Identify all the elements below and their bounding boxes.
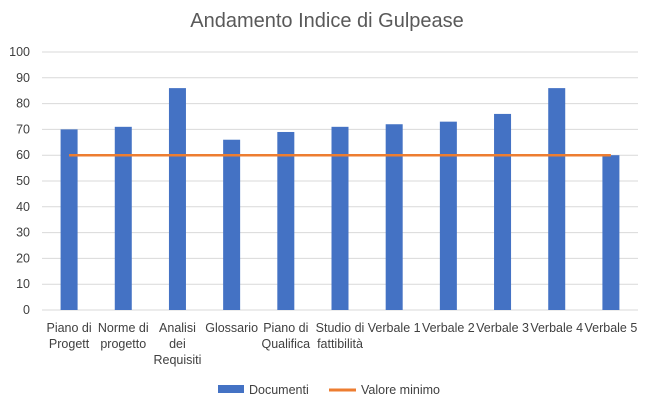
x-tick-label: Studio di fattibilità	[316, 321, 365, 351]
y-tick-label: 30	[16, 226, 30, 240]
bar	[168, 88, 186, 311]
y-tick-label: 20	[16, 251, 30, 265]
bar	[114, 126, 132, 310]
x-tick-label: Glossario	[205, 321, 258, 335]
bar	[439, 121, 457, 310]
y-tick-label: 60	[16, 148, 30, 162]
y-tick-label: 80	[16, 97, 30, 111]
y-tick-label: 90	[16, 71, 30, 85]
x-tick-label: Verbale 3	[476, 321, 529, 335]
x-tick-label: Verbale 1	[368, 321, 421, 335]
bar	[494, 113, 512, 310]
bar	[602, 155, 620, 310]
legend: Documenti Valore minimo	[218, 383, 440, 397]
x-tick-label: Piano di Progett	[46, 321, 91, 351]
y-tick-label: 100	[9, 45, 30, 59]
x-tick-label: Piano di Qualifica	[261, 321, 310, 351]
y-tick-label: 0	[23, 303, 30, 317]
chart-title: Andamento Indice di Gulpease	[190, 10, 464, 32]
x-tick-label: Norme di progetto	[98, 321, 149, 351]
legend-label: Valore minimo	[361, 383, 440, 397]
x-tick-label: Verbale 4	[530, 321, 583, 335]
x-tick-label: Verbale 2	[422, 321, 475, 335]
x-tick-label: Analisi dei Requisiti	[153, 321, 201, 367]
bar	[548, 88, 566, 311]
bar	[223, 139, 241, 310]
y-tick-label: 40	[16, 200, 30, 214]
legend-label: Documenti	[249, 383, 309, 397]
y-tick-label: 10	[16, 277, 30, 291]
legend-swatch-bar	[218, 385, 244, 393]
y-axis: 0 10 20 30 40 50 60 70 80 90 100	[9, 45, 30, 317]
x-tick-label: Verbale 5	[584, 321, 637, 335]
bar	[385, 124, 403, 311]
y-tick-label: 50	[16, 174, 30, 188]
bar	[277, 131, 295, 310]
y-tick-label: 70	[16, 122, 30, 136]
bar	[60, 129, 78, 310]
bar	[331, 126, 349, 310]
bar-series	[60, 88, 620, 311]
